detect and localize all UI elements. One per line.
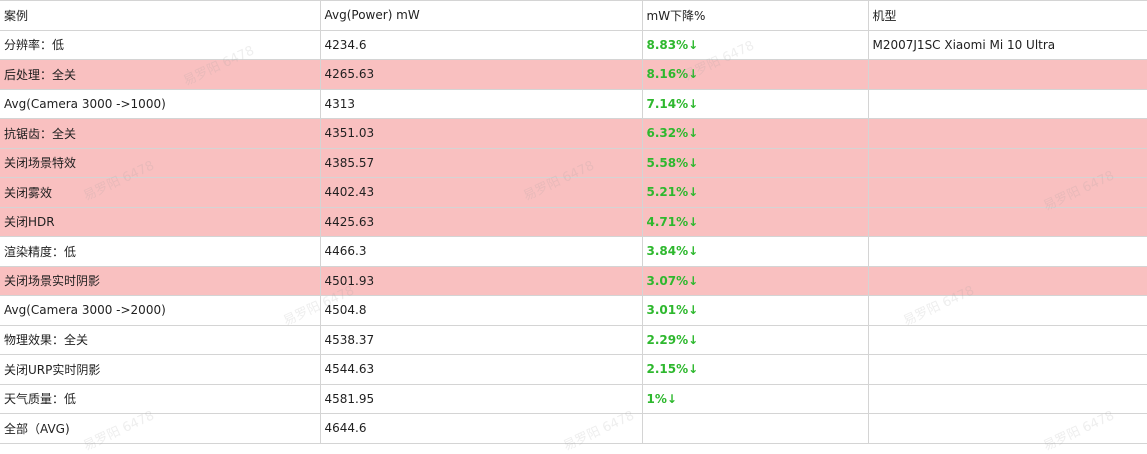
table-row: 关闭场景特效 4385.57 5.58%↓ [0, 147, 1147, 178]
table-row: 物理效果：全关 4538.37 2.29%↓ [0, 324, 1147, 355]
cell-power: 4581.95 [319, 383, 643, 414]
cell-case: Avg(Camera 3000 ->1000) [0, 88, 321, 119]
cell-model [867, 324, 1147, 355]
header-model: 机型 [867, 0, 1147, 31]
cell-case: 渲染精度：低 [0, 236, 321, 267]
table-row: 渲染精度：低 4466.3 3.84%↓ [0, 236, 1147, 267]
cell-case: 全部（AVG) [0, 413, 321, 444]
table-row: 关闭HDR 4425.63 4.71%↓ [0, 206, 1147, 237]
table-row: 分辨率：低 4234.6 8.83%↓ M2007J1SC Xiaomi Mi 10 … [0, 29, 1147, 60]
cell-case: 关闭场景实时阴影 [0, 265, 321, 296]
table-row: Avg(Camera 3000 ->2000) 4504.8 3.01%↓ [0, 295, 1147, 326]
table-row: 关闭雾效 4402.43 5.21%↓ [0, 177, 1147, 208]
header-case: 案例 [0, 0, 321, 31]
table-header-row: 案例 Avg(Power) mW mW下降% 机型 [0, 0, 1147, 31]
cell-power: 4265.63 [319, 59, 643, 90]
cell-model [867, 236, 1147, 267]
cell-power: 4313 [319, 88, 643, 119]
cell-drop: 8.16%↓ [641, 59, 869, 90]
cell-case: 分辨率：低 [0, 29, 321, 60]
table-row: 关闭场景实时阴影 4501.93 3.07%↓ [0, 265, 1147, 296]
cell-drop: 3.84%↓ [641, 236, 869, 267]
cell-power: 4501.93 [319, 265, 643, 296]
cell-drop: 8.83%↓ [641, 29, 869, 60]
cell-power: 4234.6 [319, 29, 643, 60]
table-row: 后处理：全关 4265.63 8.16%↓ [0, 59, 1147, 90]
table-row: 全部（AVG) 4644.6 [0, 413, 1147, 444]
cell-power: 4538.37 [319, 324, 643, 355]
cell-power: 4644.6 [319, 413, 643, 444]
table-row: 天气质量：低 4581.95 1%↓ [0, 383, 1147, 414]
cell-drop: 4.71%↓ [641, 206, 869, 237]
power-table: 案例 Avg(Power) mW mW下降% 机型 分辨率：低 4234.6 8.8… [0, 0, 1147, 444]
cell-drop: 5.58%↓ [641, 147, 869, 178]
cell-power: 4544.63 [319, 354, 643, 385]
cell-drop: 1%↓ [641, 383, 869, 414]
cell-case: 物理效果：全关 [0, 324, 321, 355]
cell-case: 后处理：全关 [0, 59, 321, 90]
header-drop: mW下降% [641, 0, 869, 31]
cell-case: 抗锯齿：全关 [0, 118, 321, 149]
cell-drop: 2.29%↓ [641, 324, 869, 355]
cell-model: M2007J1SC Xiaomi Mi 10 Ultra [867, 29, 1147, 60]
cell-drop: 5.21%↓ [641, 177, 869, 208]
cell-power: 4351.03 [319, 118, 643, 149]
cell-case: 关闭URP实时阴影 [0, 354, 321, 385]
cell-power: 4402.43 [319, 177, 643, 208]
cell-model [867, 147, 1147, 178]
cell-case: 天气质量：低 [0, 383, 321, 414]
table-row: Avg(Camera 3000 ->1000) 4313 7.14%↓ [0, 88, 1147, 119]
table-row: 抗锯齿：全关 4351.03 6.32%↓ [0, 118, 1147, 149]
cell-power: 4425.63 [319, 206, 643, 237]
cell-model [867, 354, 1147, 385]
cell-model [867, 118, 1147, 149]
cell-power: 4504.8 [319, 295, 643, 326]
cell-power: 4466.3 [319, 236, 643, 267]
cell-model [867, 265, 1147, 296]
cell-drop: 3.01%↓ [641, 295, 869, 326]
header-power: Avg(Power) mW [319, 0, 643, 31]
cell-drop: 2.15%↓ [641, 354, 869, 385]
table-row: 关闭URP实时阴影 4544.63 2.15%↓ [0, 354, 1147, 385]
cell-case: Avg(Camera 3000 ->2000) [0, 295, 321, 326]
cell-case: 关闭HDR [0, 206, 321, 237]
cell-model [867, 295, 1147, 326]
cell-model [867, 206, 1147, 237]
cell-drop: 3.07%↓ [641, 265, 869, 296]
cell-model [867, 413, 1147, 444]
cell-model [867, 177, 1147, 208]
cell-model [867, 59, 1147, 90]
cell-drop: 7.14%↓ [641, 88, 869, 119]
cell-case: 关闭雾效 [0, 177, 321, 208]
cell-power: 4385.57 [319, 147, 643, 178]
cell-model [867, 88, 1147, 119]
cell-case: 关闭场景特效 [0, 147, 321, 178]
cell-drop: 6.32%↓ [641, 118, 869, 149]
cell-drop [641, 413, 869, 444]
cell-model [867, 383, 1147, 414]
